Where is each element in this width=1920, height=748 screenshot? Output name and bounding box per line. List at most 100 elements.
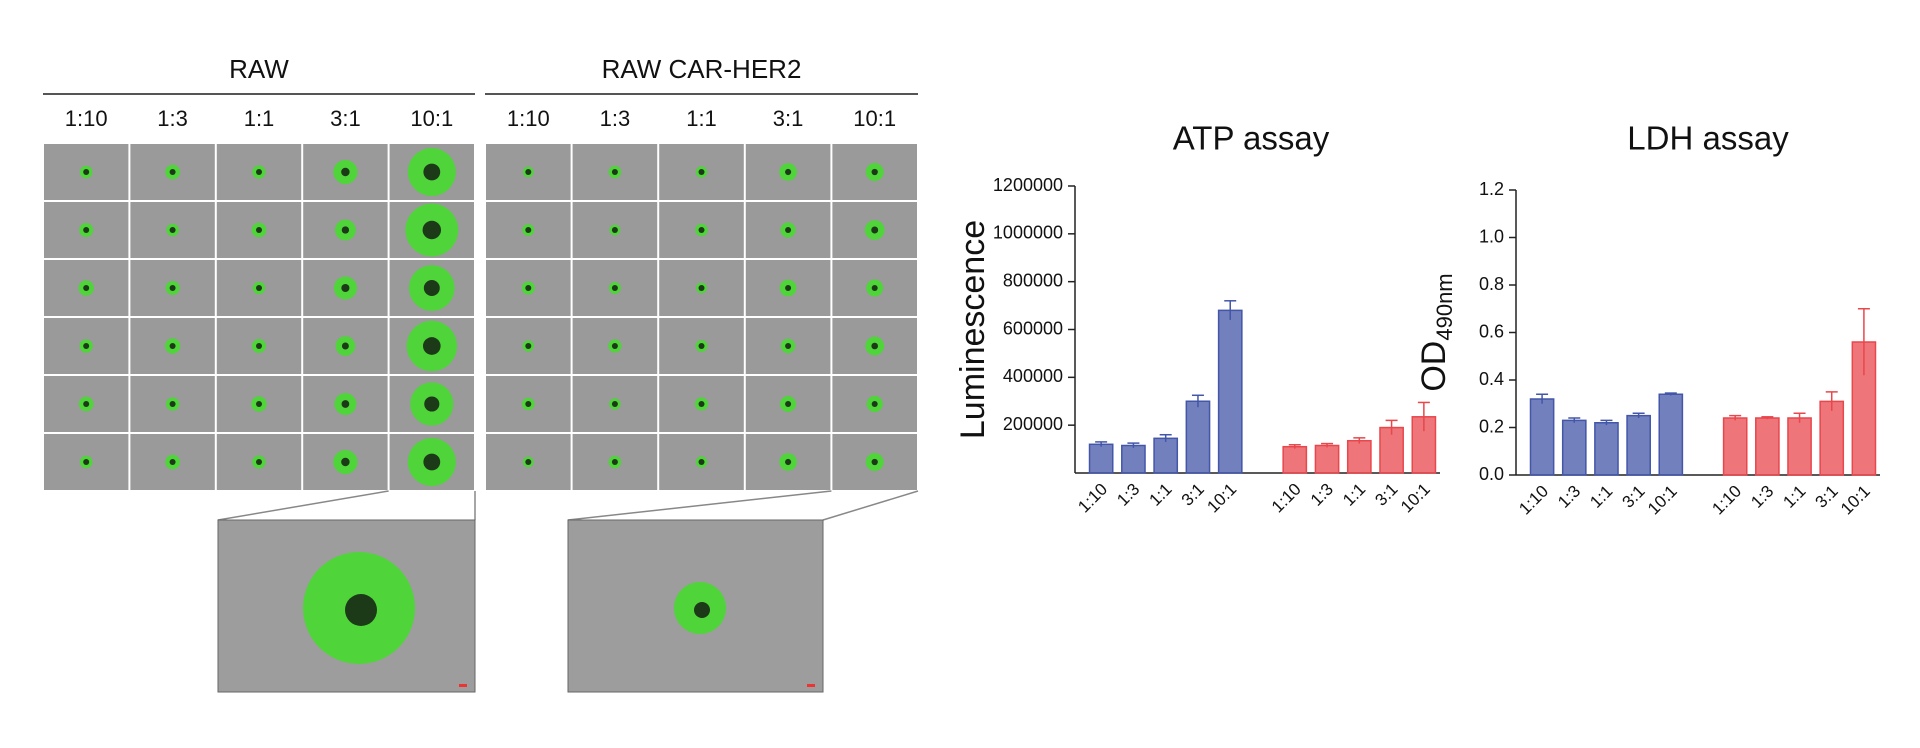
panel-title: RAW CAR-HER2 bbox=[602, 54, 802, 84]
spheroid-core bbox=[871, 168, 878, 176]
x-tick-label: 1:10 bbox=[1074, 480, 1111, 517]
spheroid-core bbox=[785, 458, 792, 466]
spheroid-core bbox=[422, 220, 442, 240]
spheroid-core bbox=[256, 169, 262, 175]
spheroid-core bbox=[169, 285, 176, 291]
ratio-label: 3:1 bbox=[330, 106, 361, 131]
zoom-line bbox=[567, 490, 832, 521]
y-tick-label: 1.2 bbox=[1479, 179, 1504, 199]
y-axis-label: OD490nm bbox=[1415, 273, 1457, 391]
spheroid-core bbox=[871, 285, 878, 291]
y-axis-label-sub: 490nm bbox=[1432, 273, 1457, 340]
ratio-label: 1:3 bbox=[600, 106, 631, 131]
spheroid-core bbox=[341, 283, 350, 293]
spheroid-core bbox=[611, 285, 618, 291]
y-tick-label: 0.4 bbox=[1479, 369, 1504, 389]
y-tick-label: 0.6 bbox=[1479, 321, 1504, 341]
spheroid-core bbox=[698, 459, 705, 465]
y-axis-label-text: OD bbox=[1415, 341, 1453, 392]
x-tick-label: 1:10 bbox=[1515, 482, 1552, 519]
x-tick-label: 10:1 bbox=[1397, 480, 1434, 517]
spheroid-core bbox=[169, 227, 176, 233]
spheroid-core bbox=[169, 343, 176, 349]
bar bbox=[1819, 400, 1845, 476]
bar bbox=[1529, 398, 1555, 476]
spheroid-core bbox=[871, 401, 878, 407]
spheroid-core bbox=[785, 227, 792, 233]
y-tick-label: 600000 bbox=[1003, 318, 1063, 338]
bar bbox=[1787, 417, 1812, 476]
spheroid-core bbox=[169, 459, 176, 465]
spheroid-core bbox=[871, 342, 879, 350]
chart-title: ATP assay bbox=[1173, 120, 1330, 157]
x-tick-label: 3:1 bbox=[1371, 480, 1401, 510]
spheroid-core bbox=[871, 458, 878, 466]
y-tick-label: 1200000 bbox=[993, 175, 1063, 195]
x-tick-label: 3:1 bbox=[1618, 482, 1648, 512]
x-tick-label: 1:3 bbox=[1554, 482, 1584, 512]
spheroid-core bbox=[83, 285, 90, 291]
spheroid-core bbox=[423, 453, 441, 471]
spheroid-core bbox=[83, 227, 90, 233]
spheroid-core bbox=[525, 343, 532, 349]
x-tick-label: 1:1 bbox=[1339, 480, 1369, 510]
y-axis-label-text: Luminescence bbox=[954, 220, 992, 439]
zoom-line bbox=[217, 490, 389, 521]
spheroid-core bbox=[341, 342, 349, 350]
y-tick-label: 1.0 bbox=[1479, 226, 1504, 246]
spheroid-core bbox=[785, 343, 792, 349]
spheroid-core bbox=[611, 169, 618, 175]
spheroid-core bbox=[525, 169, 532, 175]
x-tick-label: 10:1 bbox=[1644, 482, 1681, 519]
x-tick-label: 1:3 bbox=[1747, 482, 1777, 512]
bar bbox=[1561, 419, 1587, 476]
spheroid-core bbox=[256, 401, 262, 407]
spheroid-core bbox=[611, 401, 618, 407]
y-tick-label: 0.2 bbox=[1479, 416, 1504, 436]
x-tick-label: 1:3 bbox=[1307, 480, 1337, 510]
y-tick-label: 800000 bbox=[1003, 270, 1063, 290]
x-tick-label: 1:10 bbox=[1268, 480, 1305, 517]
bar bbox=[1722, 417, 1748, 476]
panel-title: RAW bbox=[229, 54, 289, 84]
spheroid-core bbox=[785, 168, 792, 176]
spheroid-core bbox=[83, 169, 90, 175]
ratio-label: 10:1 bbox=[853, 106, 896, 131]
spheroid-core bbox=[611, 459, 618, 465]
spheroid-core bbox=[341, 226, 350, 234]
spheroid-core bbox=[83, 459, 90, 465]
x-tick-label: 1:1 bbox=[1779, 482, 1809, 512]
x-tick-label: 10:1 bbox=[1203, 480, 1240, 517]
bar bbox=[1153, 437, 1179, 474]
spheroid-core bbox=[785, 285, 792, 291]
chart-title: LDH assay bbox=[1627, 120, 1789, 157]
scale-bar bbox=[459, 684, 467, 687]
spheroid-core bbox=[525, 285, 532, 291]
ratio-label: 1:10 bbox=[507, 106, 550, 131]
x-tick-label: 1:10 bbox=[1708, 482, 1745, 519]
y-tick-label: 0.0 bbox=[1479, 464, 1504, 484]
spheroid-core bbox=[611, 227, 618, 233]
x-tick-label: 3:1 bbox=[1178, 480, 1208, 510]
bar bbox=[1088, 443, 1114, 474]
spheroid-core bbox=[611, 343, 618, 349]
spheroid-core bbox=[169, 401, 176, 407]
ratio-label: 10:1 bbox=[410, 106, 453, 131]
zoom-line bbox=[822, 490, 919, 521]
spheroid-core bbox=[83, 343, 90, 349]
spheroid-core bbox=[525, 227, 532, 233]
spheroid-core bbox=[871, 226, 879, 234]
x-tick-label: 1:1 bbox=[1586, 482, 1616, 512]
spheroid-core bbox=[256, 227, 262, 233]
spheroid-core bbox=[525, 401, 532, 407]
y-tick-label: 200000 bbox=[1003, 414, 1063, 434]
ratio-label: 1:1 bbox=[244, 106, 275, 131]
spheroid-core bbox=[698, 169, 705, 175]
spheroid-core bbox=[698, 401, 705, 407]
bar bbox=[1314, 444, 1340, 474]
bar bbox=[1282, 445, 1308, 474]
bar bbox=[1346, 439, 1372, 474]
ratio-label: 1:3 bbox=[157, 106, 188, 131]
